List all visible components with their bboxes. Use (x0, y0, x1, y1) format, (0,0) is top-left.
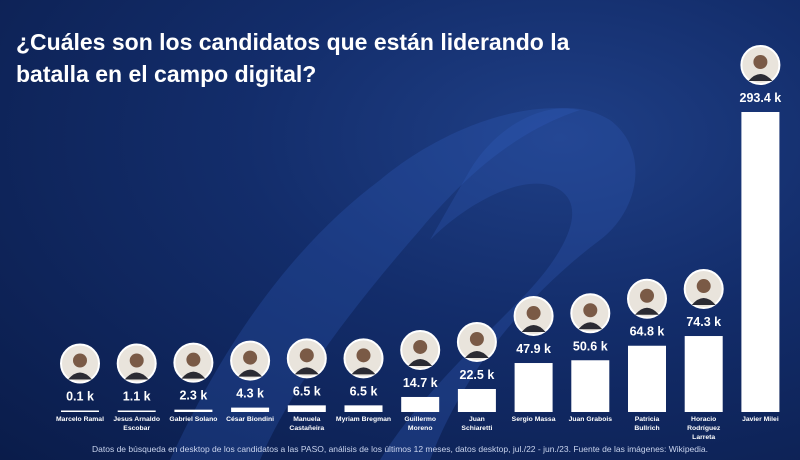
value-label-jesus-arnaldo-escobar: 1.1 k (123, 390, 151, 404)
bar-cesar-biondini (231, 407, 270, 412)
category-label-horacio-rodriguez-larreta: Horacio Rodríguez Larreta (687, 416, 721, 441)
avatar-guillermo-moreno (400, 329, 441, 370)
category-label-marcelo-ramal: Marcelo Ramal (56, 416, 104, 423)
bar-patricia-bullrich (628, 345, 666, 412)
value-label-manuela-castaneira: 6.5 k (293, 384, 321, 398)
avatar-patricia-bullrich (627, 278, 667, 319)
value-label-marcelo-ramal: 0.1 k (66, 390, 94, 404)
avatar-juan-schiaretti (456, 321, 497, 362)
bar-myriam-bregman (344, 405, 383, 412)
bar-guillermo-moreno (401, 396, 440, 412)
avatar-cesar-biondini (230, 340, 271, 381)
category-label-juan-grabois: Juan Grabois (569, 416, 613, 423)
category-label-patricia-bullrich: Patricia Bullrich (634, 416, 659, 432)
value-label-juan-schiaretti: 22.5 k (460, 368, 495, 382)
category-label-sergio-massa: Sergio Massa (512, 416, 556, 423)
avatar-juan-grabois (570, 293, 611, 334)
avatar-sergio-massa (513, 296, 554, 337)
bar-marcelo-ramal (61, 410, 99, 412)
category-label-guillermo-moreno: Guillermo Moreno (404, 416, 436, 432)
value-label-horacio-rodriguez-larreta: 74.3 k (686, 315, 721, 329)
footnote: Datos de búsqueda en desktop de los cand… (92, 444, 708, 454)
bar-manuela-castaneira (287, 405, 326, 412)
avatar-myriam-bregman (343, 338, 384, 379)
value-label-cesar-biondini: 4.3 k (236, 387, 264, 401)
bar-juan-schiaretti (457, 388, 496, 412)
avatar-horacio-rodriguez-larreta (683, 269, 724, 310)
avatar-javier-milei (740, 45, 781, 85)
value-label-guillermo-moreno: 14.7 k (403, 376, 438, 390)
bar-horacio-rodriguez-larreta (684, 336, 723, 412)
value-label-javier-milei: 293.4 k (740, 91, 782, 105)
value-label-myriam-bregman: 6.5 k (350, 384, 378, 398)
bar-juan-grabois (571, 360, 610, 412)
chart-title: ¿Cuáles son los candidatos que están lid… (16, 29, 570, 87)
category-label-myriam-bregman: Myriam Bregman (336, 416, 391, 423)
avatar-marcelo-ramal (60, 343, 100, 384)
category-label-juan-schiaretti: Juan Schiaretti (461, 416, 492, 432)
avatar-jesus-arnaldo-escobar (116, 343, 157, 384)
value-label-patricia-bullrich: 64.8 k (630, 325, 665, 339)
bar-sergio-massa (514, 363, 553, 412)
bar-gabriel-solano (174, 409, 213, 412)
category-label-gabriel-solano: Gabriel Solano (169, 416, 217, 423)
bar-jesus-arnaldo-escobar (117, 410, 156, 412)
bar-javier-milei (741, 112, 780, 412)
avatar-manuela-castaneira (286, 338, 327, 379)
category-label-cesar-biondini: César Biondini (226, 416, 274, 423)
category-label-manuela-castaneira: Manuela Castañeira (289, 416, 324, 432)
avatar-gabriel-solano (173, 342, 214, 383)
category-label-jesus-arnaldo-escobar: Jesus Arnaldo Escobar (113, 416, 160, 432)
category-label-javier-milei: Javier Milei (742, 416, 779, 423)
value-label-sergio-massa: 47.9 k (516, 342, 551, 356)
value-label-juan-grabois: 50.6 k (573, 339, 608, 353)
value-label-gabriel-solano: 2.3 k (179, 389, 207, 403)
